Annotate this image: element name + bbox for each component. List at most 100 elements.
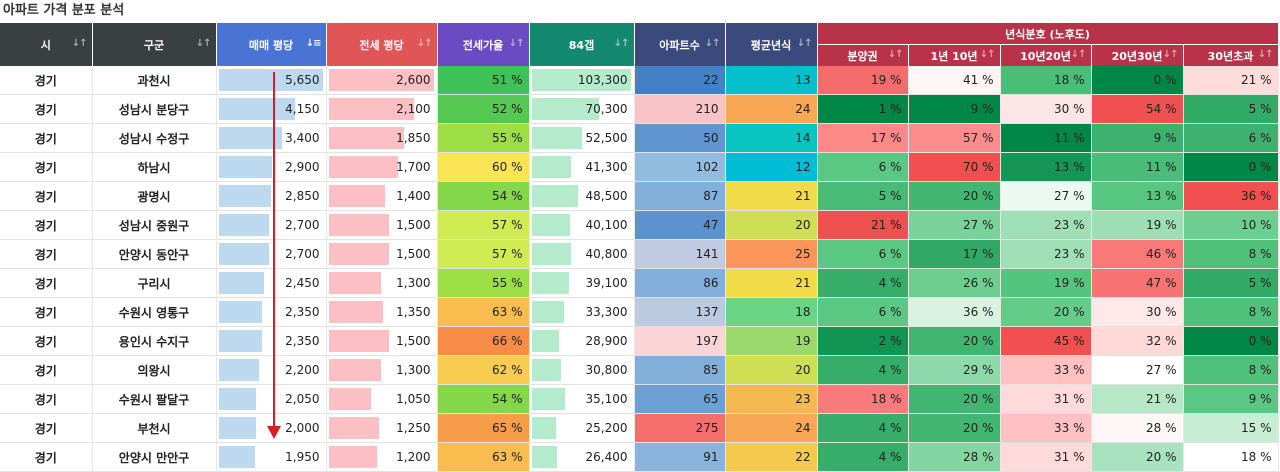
cell-age-20-30: 30 % — [1091, 297, 1184, 327]
cell-sale-price: 2,850 — [216, 181, 327, 211]
column-header-jeonse-ratio[interactable]: 전세가율 ↓↑ — [437, 23, 530, 66]
table-row[interactable]: 경기 하남시 2,900 1,700 60 % 41,300 102 12 6 % 70 % 13 … — [0, 152, 1279, 182]
cell-age-10-20: 13 % — [1000, 152, 1092, 182]
sort-icon[interactable]: ↓↑ — [195, 37, 212, 49]
sort-icon[interactable]: ↓↑ — [416, 37, 433, 49]
cell-gap-84: 25,200 — [529, 413, 635, 443]
column-header-age-10-20[interactable]: 10년20년 ↓↑ — [1000, 44, 1092, 66]
gap-bar — [531, 243, 571, 265]
table-row[interactable]: 경기 구리시 2,450 1,300 55 % 39,100 86 21 4 % 26 % 19 %… — [0, 268, 1279, 298]
table-row[interactable]: 경기 용인시 수지구 2,350 1,500 66 % 28,900 197 19 2 % 20 … — [0, 326, 1279, 356]
sale-value: 2,900 — [285, 160, 320, 174]
sort-icon[interactable]: ↓↑ — [1070, 48, 1087, 60]
column-header-age-20-30[interactable]: 20년30년 ↓↑ — [1091, 44, 1184, 66]
cell-city: 경기 — [0, 384, 93, 414]
cell-presale: 6 % — [817, 152, 909, 182]
cell-jeonse-ratio: 65 % — [437, 413, 530, 443]
cell-presale: 4 % — [817, 268, 909, 298]
cell-age-1-10: 20 % — [908, 413, 1001, 443]
gap-value: 48,500 — [585, 189, 628, 203]
table-row[interactable]: 경기 수원시 팔달구 2,050 1,050 54 % 35,100 65 23 18 % 20 … — [0, 384, 1279, 414]
column-header-sale-price[interactable]: 매매 평당 ↓≡ — [216, 23, 327, 66]
table-row[interactable]: 경기 안양시 만안구 1,950 1,200 63 % 26,400 91 22 4 % 28 %… — [0, 442, 1279, 472]
jeonse-value: 2,600 — [396, 73, 431, 87]
table-row[interactable]: 경기 과천시 5,650 2,600 51 % 103,300 22 13 19 % 41 % 18… — [0, 66, 1279, 95]
table-row[interactable]: 경기 수원시 영통구 2,350 1,350 63 % 33,300 137 18 6 % 36 … — [0, 297, 1279, 327]
jeonse-bar — [328, 243, 390, 265]
cell-age-1-10: 20 % — [908, 384, 1001, 414]
cell-jeonse-ratio: 66 % — [437, 326, 530, 356]
cell-district: 성남시 분당구 — [92, 94, 217, 124]
cell-apt-count: 47 — [634, 210, 726, 240]
sort-icon[interactable]: ↓↑ — [704, 37, 721, 49]
cell-apt-count: 85 — [634, 355, 726, 385]
cell-age-20-30: 0 % — [1091, 66, 1184, 95]
cell-jeonse-price: 1,300 — [326, 355, 438, 385]
cell-age-over-30: 15 % — [1183, 413, 1279, 443]
cell-age-1-10: 9 % — [908, 94, 1001, 124]
column-header-apt-count[interactable]: 아파트수 ↓↑ — [634, 23, 726, 66]
sort-icon[interactable]: ↓↑ — [1162, 48, 1179, 60]
jeonse-bar — [328, 272, 382, 294]
cell-apt-count: 65 — [634, 384, 726, 414]
table-row[interactable]: 경기 성남시 분당구 4,150 2,100 52 % 70,300 210 24 1 % 9 %… — [0, 94, 1279, 124]
cell-presale: 5 % — [817, 181, 909, 211]
cell-jeonse-price: 2,100 — [326, 94, 438, 124]
cell-sale-price: 2,050 — [216, 384, 327, 414]
sort-icon[interactable]: ↓↑ — [979, 48, 996, 60]
table-row[interactable]: 경기 부천시 2,000 1,250 65 % 25,200 275 24 4 % 20 % 33 … — [0, 413, 1279, 443]
price-distribution-table: 시 ↓↑ 구군 ↓↑ 매매 평당 ↓≡ 전세 평당 ↓↑ 전세가율 ↓↑ 84갭 ↓↑ 아파트수 ↓↑ 평균… — [0, 23, 1279, 472]
column-header-district[interactable]: 구군 ↓↑ — [92, 23, 217, 66]
gap-bar — [531, 156, 572, 178]
column-header-city[interactable]: 시 ↓↑ — [0, 23, 93, 66]
jeonse-value: 1,050 — [396, 392, 431, 406]
jeonse-value: 1,300 — [396, 276, 431, 290]
cell-age-over-30: 18 % — [1183, 442, 1279, 472]
cell-district: 수원시 팔달구 — [92, 384, 217, 414]
table-row[interactable]: 경기 성남시 수정구 3,400 1,850 55 % 52,500 50 14 17 % 57 … — [0, 123, 1279, 153]
cell-age-1-10: 20 % — [908, 326, 1001, 356]
cell-gap-84: 35,100 — [529, 384, 635, 414]
column-header-presale[interactable]: 분양권 ↓↑ — [817, 44, 909, 66]
cell-age-10-20: 27 % — [1000, 181, 1092, 211]
gap-value: 39,100 — [585, 276, 628, 290]
sort-icon[interactable]: ↓↑ — [1257, 48, 1274, 60]
column-header-age-1-10[interactable]: 1년 10년 ↓↑ — [908, 44, 1001, 66]
sort-active-icon[interactable]: ↓≡ — [305, 37, 322, 49]
jeonse-bar — [328, 388, 372, 410]
cell-apt-count: 86 — [634, 268, 726, 298]
sort-icon[interactable]: ↓↑ — [508, 37, 525, 49]
cell-age-10-20: 20 % — [1000, 297, 1092, 327]
column-header-age-over-30[interactable]: 30년초과 ↓↑ — [1183, 44, 1279, 66]
sort-icon[interactable]: ↓↑ — [71, 37, 88, 49]
sort-icon[interactable]: ↓↑ — [613, 37, 630, 49]
sale-bar — [218, 185, 272, 207]
cell-sale-price: 2,450 — [216, 268, 327, 298]
cell-jeonse-price: 1,050 — [326, 384, 438, 414]
cell-jeonse-price: 1,200 — [326, 442, 438, 472]
jeonse-bar — [328, 330, 390, 352]
sort-icon[interactable]: ↓↑ — [887, 48, 904, 60]
table-row[interactable]: 경기 안양시 동안구 2,700 1,500 57 % 40,800 141 25 6 % 17 … — [0, 239, 1279, 269]
table-row[interactable]: 경기 의왕시 2,200 1,300 62 % 30,800 85 20 4 % 29 % 33 %… — [0, 355, 1279, 385]
cell-avg-age: 21 — [725, 268, 818, 298]
table-row[interactable]: 경기 광명시 2,850 1,400 54 % 48,500 87 21 5 % 20 % 27 %… — [0, 181, 1279, 211]
sort-direction-arrow — [273, 72, 275, 430]
cell-sale-price: 2,900 — [216, 152, 327, 182]
gap-value: 41,300 — [585, 160, 628, 174]
column-header-avg-age[interactable]: 평균년식 ↓↑ — [725, 23, 818, 66]
cell-jeonse-ratio: 57 % — [437, 210, 530, 240]
cell-age-1-10: 36 % — [908, 297, 1001, 327]
table-row[interactable]: 경기 성남시 중원구 2,700 1,500 57 % 40,100 47 20 21 % 27 … — [0, 210, 1279, 240]
gap-bar — [531, 301, 564, 323]
cell-age-over-30: 36 % — [1183, 181, 1279, 211]
cell-city: 경기 — [0, 297, 93, 327]
column-header-jeonse-price[interactable]: 전세 평당 ↓↑ — [326, 23, 438, 66]
gap-bar — [531, 417, 556, 439]
column-header-gap-84[interactable]: 84갭 ↓↑ — [529, 23, 635, 66]
sort-icon[interactable]: ↓↑ — [796, 37, 813, 49]
jeonse-value: 2,100 — [396, 102, 431, 116]
cell-jeonse-ratio: 60 % — [437, 152, 530, 182]
cell-jeonse-ratio: 62 % — [437, 355, 530, 385]
column-header-label: 시 — [40, 38, 51, 52]
